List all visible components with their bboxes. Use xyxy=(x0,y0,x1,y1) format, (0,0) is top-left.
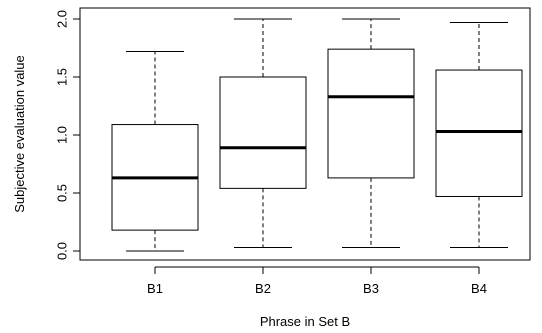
y-tick-label: 1.5 xyxy=(54,68,69,86)
box-B4 xyxy=(435,21,523,249)
y-tick-label: 2.0 xyxy=(54,10,69,28)
y-tick-label: 0.5 xyxy=(54,184,69,202)
plot-frame xyxy=(79,7,531,261)
x-tick-label: B1 xyxy=(147,281,163,296)
x-axis: B1 B2 B3 B4 xyxy=(147,266,487,296)
iqr-box xyxy=(435,69,523,197)
x-tick-label: B3 xyxy=(363,281,379,296)
y-axis-label: Subjective evaluation value xyxy=(12,55,27,213)
iqr-box xyxy=(327,48,415,179)
box-B2 xyxy=(219,18,307,249)
y-axis: 0.0 0.5 1.0 1.5 2.0 xyxy=(54,10,80,260)
y-tick-label: 1.0 xyxy=(54,126,69,144)
box-B1 xyxy=(111,50,199,252)
boxes xyxy=(111,18,523,252)
iqr-box xyxy=(219,76,307,189)
x-axis-label: Phrase in Set B xyxy=(260,314,350,329)
box-B3 xyxy=(327,18,415,249)
x-tick-label: B4 xyxy=(471,281,487,296)
y-tick-label: 0.0 xyxy=(54,242,69,260)
x-tick-label: B2 xyxy=(255,281,271,296)
